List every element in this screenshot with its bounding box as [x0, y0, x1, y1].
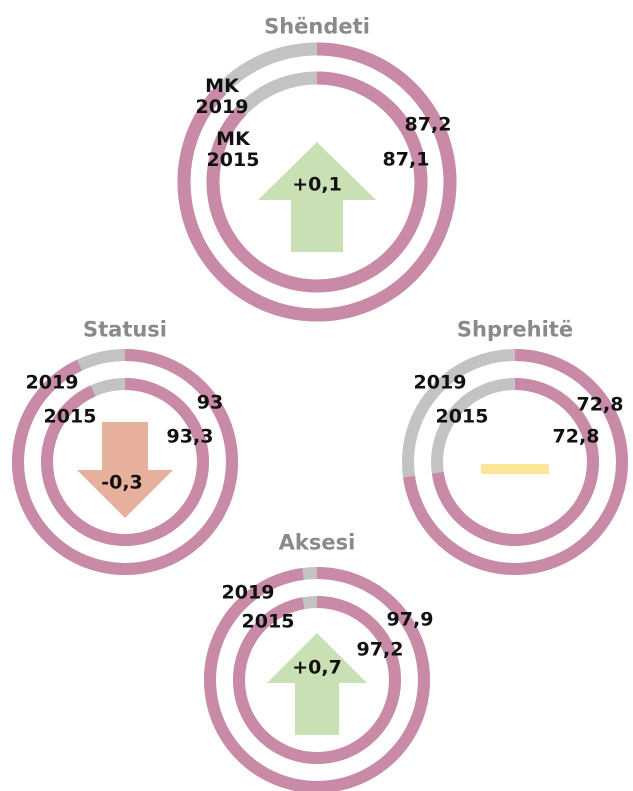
- change-arrow: [267, 633, 367, 735]
- ring-arc: [233, 596, 401, 764]
- series-name: 2019: [413, 371, 467, 394]
- value-label: 87,2: [404, 113, 452, 136]
- change-arrow: [77, 422, 173, 518]
- change-label: +0,1: [292, 173, 342, 196]
- series-name: 2015: [241, 610, 295, 633]
- ring-arc: [206, 71, 428, 293]
- value-label: 97,2: [356, 638, 404, 661]
- value-label: 97,9: [386, 608, 434, 631]
- series-name: MK 2019: [195, 75, 249, 118]
- chart-title: Statusi: [82, 317, 168, 342]
- chart-title: Aksesi: [278, 530, 356, 555]
- value-label: 72,8: [552, 425, 600, 448]
- ring-arc: [41, 378, 209, 546]
- ring-arc: [177, 42, 457, 322]
- change-label: +0,7: [292, 656, 342, 679]
- ring-arc: [403, 349, 628, 575]
- chart-title: Shëndeti: [264, 14, 370, 39]
- series-name: 2019: [221, 581, 275, 604]
- value-label: 72,8: [576, 393, 624, 416]
- series-name: 2015: [435, 405, 489, 428]
- ring-arc: [431, 378, 599, 546]
- value-label: 93,3: [166, 425, 214, 448]
- chart-title: Shprehitë: [456, 317, 574, 342]
- change-label: -0,3: [101, 471, 143, 494]
- series-name: 2019: [25, 371, 79, 394]
- series-name: MK 2015: [206, 128, 260, 171]
- change-arrow: [258, 142, 376, 252]
- series-name: 2015: [43, 405, 97, 428]
- ring-arc: [204, 567, 430, 791]
- value-label: 93: [196, 391, 224, 414]
- value-label: 87,1: [382, 148, 430, 171]
- change-bar: [481, 464, 549, 474]
- ring-arc: [12, 349, 238, 575]
